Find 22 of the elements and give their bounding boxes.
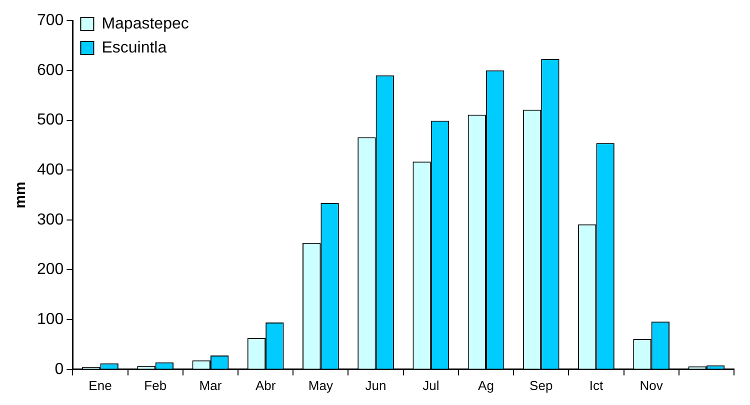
x-tick-label: Feb [144,378,167,393]
x-tick-label: Nov [640,378,664,393]
y-tick-label: 100 [36,310,64,328]
x-tick-label: Jul [422,378,440,393]
y-tick-label: 200 [36,261,64,278]
legend-label: Mapastepec [102,15,189,32]
x-tick-label: Abr [255,378,276,393]
x-tick-label: Ene [88,378,112,393]
x-tick-label: May [308,378,334,393]
y-tick-label: 500 [36,112,64,129]
y-tick-label: 700 [36,12,64,30]
x-tick-label: Jun [365,378,386,393]
x-tick-label: Sep [530,378,553,393]
y-tick-label: 600 [36,62,64,79]
y-axis-title: mm [12,182,30,208]
y-tick-label: 0 [54,360,64,378]
x-tick-label: Ag [478,378,494,393]
y-tick-label: 300 [36,211,64,228]
y-tick-label: 400 [36,161,64,178]
x-tick-label: Mar [199,378,222,393]
legend-label: Escuintla [102,39,167,56]
x-tick-label: Ict [589,378,604,393]
